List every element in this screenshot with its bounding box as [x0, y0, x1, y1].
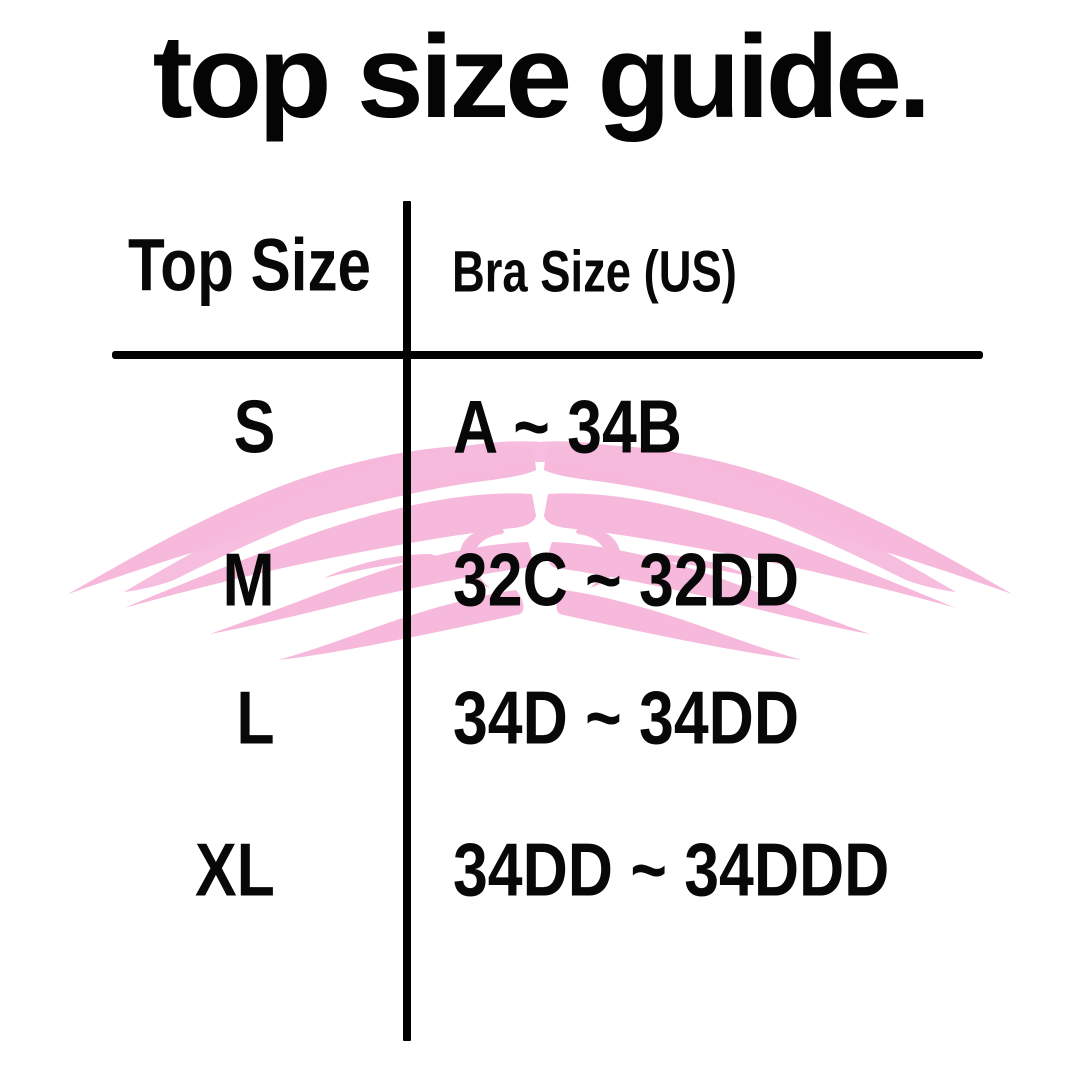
- page-title: top size guide.: [152, 11, 932, 143]
- table-row: S: [0, 390, 275, 465]
- column-header-top-size: Top Size: [128, 223, 372, 307]
- table-row: XL: [0, 833, 275, 908]
- cell-top-size: L: [236, 676, 275, 761]
- cell-bra-size: 32C ~ 32DD: [453, 538, 800, 623]
- cell-top-size: S: [233, 385, 275, 470]
- table-row: L: [0, 681, 275, 756]
- table-header-rule: [112, 351, 983, 359]
- cell-bra-size: 34DD ~ 34DDD: [453, 828, 890, 913]
- cell-bra-size: 34D ~ 34DD: [453, 676, 800, 761]
- table-row: M: [0, 543, 275, 618]
- cell-top-size: M: [222, 538, 275, 623]
- table-vertical-divider: [403, 201, 411, 1041]
- cell-top-size: XL: [195, 828, 275, 913]
- cell-bra-size: A ~ 34B: [453, 385, 682, 470]
- column-header-bra-size: Bra Size (US): [452, 239, 737, 305]
